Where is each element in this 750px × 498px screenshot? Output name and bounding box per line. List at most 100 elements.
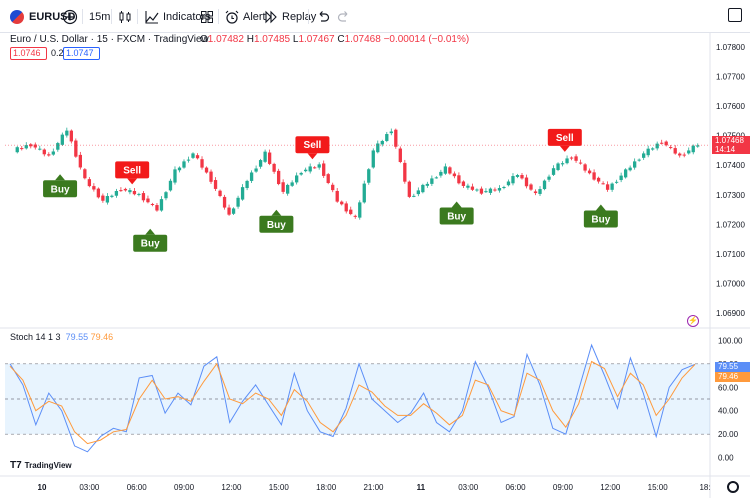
interval-button[interactable]: 15m [89, 0, 110, 33]
candle-body [110, 195, 114, 197]
candle-body [276, 170, 281, 185]
candle-body [204, 167, 209, 173]
candle-body [669, 147, 673, 149]
price-axis-tick: 1.07200 [716, 220, 745, 229]
gear-icon[interactable] [727, 481, 739, 493]
candle-body [236, 197, 240, 207]
candle-body [583, 164, 587, 171]
stoch-axis-tick: 100.00 [718, 336, 743, 345]
close-label: C [337, 34, 345, 45]
candle-body [272, 163, 276, 172]
candle-body [164, 192, 168, 199]
price-axis-tick: 1.07100 [716, 250, 745, 259]
sell-signal-arrow [307, 153, 318, 160]
time-axis-tick: 12:00 [600, 483, 621, 492]
candle-body [353, 215, 357, 217]
chart-title: Euro / U.S. Dollar · 15 · FXCM · Trading… [10, 34, 209, 45]
buy-signal-arrow [271, 209, 282, 216]
alert-button[interactable]: Alert [224, 0, 266, 33]
compare-add-button[interactable] [62, 0, 78, 33]
last-price-value: 1.07468 [715, 136, 744, 145]
candle-body [691, 145, 695, 153]
candle-body [218, 190, 222, 197]
sell-price-button[interactable]: 1.0746 [10, 47, 47, 60]
candle-body [461, 181, 466, 186]
candle-body [493, 189, 497, 191]
candle-body [398, 148, 402, 162]
candle-body [344, 203, 348, 212]
time-axis-tick: 18:00 [316, 483, 337, 492]
redo-button[interactable] [336, 0, 352, 33]
candle-body [295, 175, 299, 183]
time-axis-tick: 11 [417, 483, 426, 492]
spread-value: 0.2 [51, 48, 64, 58]
buy-signal-box [439, 207, 474, 225]
sell-signal-label: Sell [556, 133, 574, 144]
candle-body [290, 182, 294, 186]
time-axis-tick: 18: [699, 483, 710, 492]
buy-price-button[interactable]: 1.0747 [63, 47, 100, 60]
candle-body [209, 171, 213, 182]
candle-body [614, 181, 619, 183]
candle-body [457, 175, 461, 184]
stoch-legend[interactable]: Stoch 14 1 3 79.55 79.46 [10, 332, 113, 342]
price-axis-tick: 1.07300 [716, 191, 745, 200]
candle-body [191, 153, 195, 158]
candle-body [186, 159, 191, 161]
sell-signal-box [547, 128, 582, 146]
candle-body [267, 152, 272, 164]
candle-body [403, 162, 407, 182]
chart-type-button[interactable] [117, 0, 133, 33]
candle-body [56, 143, 60, 150]
indicators-button[interactable]: Indicators [144, 0, 211, 33]
undo-button[interactable] [315, 0, 331, 33]
sell-signal-label: Sell [123, 165, 141, 176]
candle-body [673, 148, 677, 154]
candle-body [524, 177, 529, 187]
candle-body [412, 195, 416, 197]
candle-body [249, 172, 254, 181]
candle-body [20, 148, 24, 150]
ohlc-readout: O1.07482 H1.07485 L1.07467 C1.07468 −0.0… [200, 34, 469, 45]
time-axis-tick: 12:00 [221, 483, 242, 492]
candle-body [313, 167, 317, 169]
candle-body [651, 148, 655, 150]
buy-signal-label: Buy [51, 184, 70, 195]
candle-body [421, 184, 425, 193]
candle-body [664, 141, 668, 146]
replay-button[interactable]: Replay [263, 0, 316, 33]
price-axis-tick: 1.07000 [716, 280, 745, 289]
high-value: 1.07485 [253, 34, 291, 45]
high-label: H [246, 34, 254, 45]
chart-canvas[interactable]: 1.078001.077001.076001.075001.074001.073… [0, 33, 750, 498]
lightning-icon[interactable]: ⚡ [687, 315, 699, 327]
candle-body [24, 145, 28, 149]
candle-body [240, 187, 245, 200]
candle-body [96, 188, 101, 198]
candle-body [569, 157, 574, 159]
bar-countdown: 14:14 [715, 144, 736, 154]
tradingview-logo[interactable]: T7 TradingView [10, 460, 72, 471]
candle-body [678, 153, 682, 156]
candles-group [15, 127, 700, 220]
templates-button[interactable] [199, 0, 215, 33]
candle-body [340, 201, 344, 205]
candle-body [168, 180, 173, 191]
candle-body [123, 188, 128, 191]
candle-body [281, 182, 285, 192]
candle-body [335, 190, 339, 202]
stoch-axis-tick: 40.00 [718, 407, 739, 416]
candle-body [367, 169, 371, 183]
candle-body [520, 175, 524, 179]
buy-signal-label: Buy [447, 212, 466, 223]
tv-mark-icon: T7 [10, 460, 22, 471]
fullscreen-button[interactable] [728, 8, 742, 22]
candle-body [349, 209, 353, 215]
candle-body [371, 150, 375, 168]
candle-body [479, 188, 484, 194]
buy-signal-arrow [451, 201, 462, 208]
candle-body [146, 198, 150, 203]
candle-body [69, 130, 73, 142]
buy-signal-label: Buy [267, 220, 286, 231]
candle-body [682, 154, 686, 156]
